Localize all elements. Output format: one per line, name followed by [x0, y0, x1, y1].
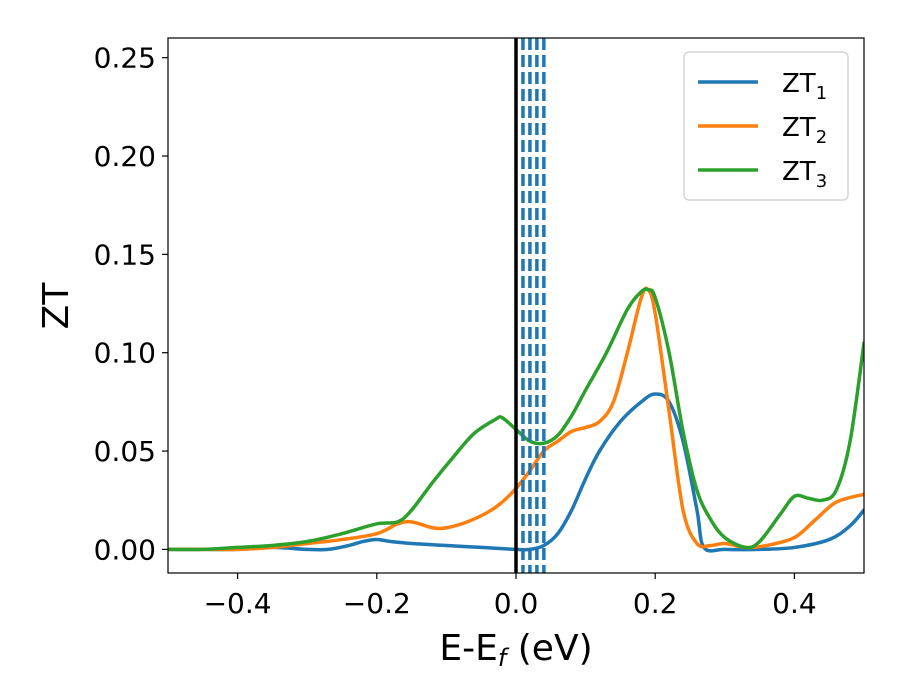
- x-axis: −0.4 −0.2 0.0 0.2 0.4: [204, 573, 817, 620]
- y-axis-label: ZT: [36, 282, 77, 330]
- y-tick-label: 0.00: [94, 533, 156, 566]
- x-tick-label: 0.2: [633, 587, 678, 620]
- legend-box: [683, 51, 849, 201]
- y-tick-label: 0.10: [94, 337, 156, 370]
- series-line-zt1: [168, 392, 864, 553]
- legend-label-zt2: ZT2: [782, 113, 827, 148]
- x-tick-label: −0.4: [204, 587, 272, 620]
- series-line-zt3: [168, 287, 864, 552]
- x-axis-label: E-Ef (eV): [439, 628, 592, 672]
- y-tick-label: 0.05: [94, 435, 156, 468]
- x-tick-label: −0.2: [343, 587, 411, 620]
- x-tick-label: 0.0: [494, 587, 539, 620]
- y-axis: 0.00 0.05 0.10 0.15 0.20 0.25: [94, 42, 168, 566]
- reference-lines: [514, 38, 546, 573]
- series-line-zt2: [168, 286, 864, 552]
- y-tick-label: 0.25: [94, 42, 156, 75]
- legend: ZT1 ZT2 ZT3: [683, 51, 849, 201]
- y-tick-label: 0.20: [94, 140, 156, 173]
- legend-label-zt1: ZT1: [782, 69, 827, 104]
- x-tick-label: 0.4: [772, 587, 817, 620]
- legend-label-zt3: ZT3: [782, 157, 827, 192]
- y-tick-label: 0.15: [94, 238, 156, 271]
- series-layer: [168, 286, 864, 553]
